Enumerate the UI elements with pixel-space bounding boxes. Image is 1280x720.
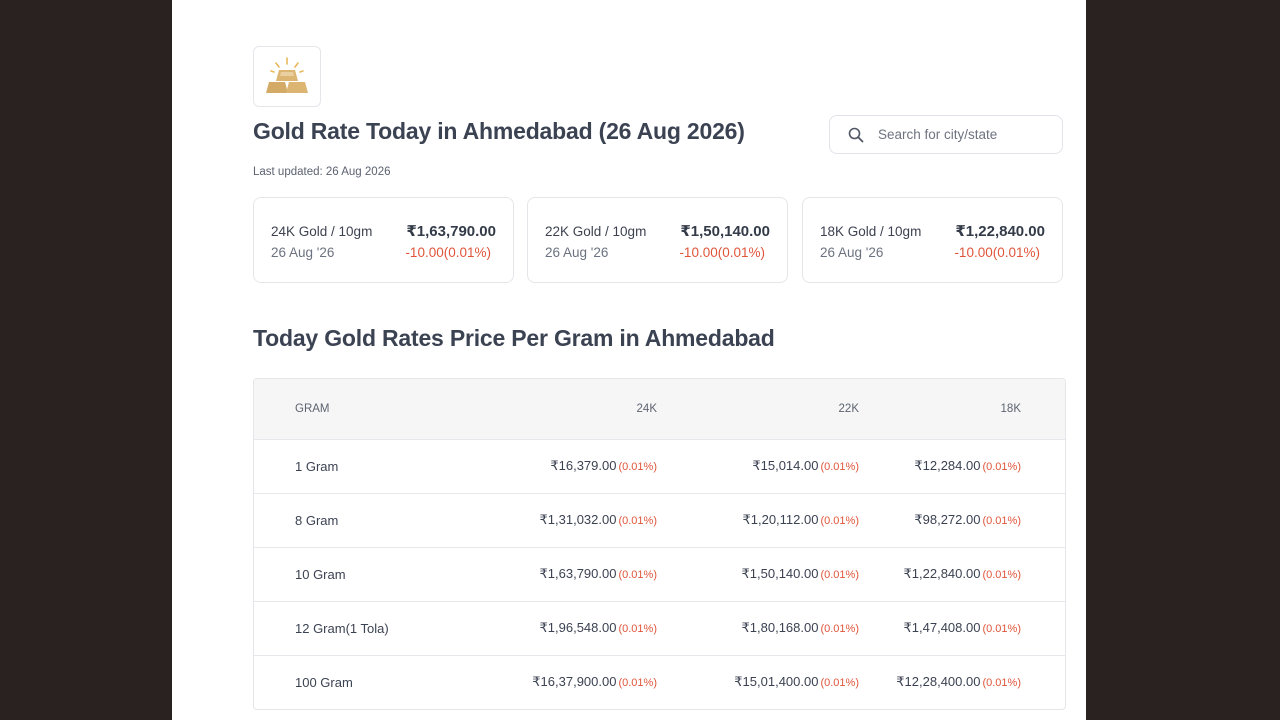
- rate-card-24k[interactable]: 24K Gold / 10gm 26 Aug '26 ₹1,63,790.00 …: [253, 197, 514, 283]
- price-24k-cell: ₹16,37,900.00 (0.01%): [494, 654, 657, 709]
- table-row: 10 Gram ₹1,63,790.00 (0.01%) ₹1,50,140.00…: [254, 546, 1065, 601]
- price-22k-cell: ₹1,50,140.00 (0.01%): [657, 546, 859, 601]
- last-updated-text: Last updated: 26 Aug 2026: [253, 166, 391, 178]
- price-22k-cell: ₹15,014.00 (0.01%): [657, 438, 859, 493]
- price-18k-cell: ₹12,28,400.00 (0.01%): [859, 654, 1021, 709]
- rate-card-18k[interactable]: 18K Gold / 10gm 26 Aug '26 ₹1,22,840.00 …: [802, 197, 1063, 283]
- price-22k-cell: ₹1,80,168.00 (0.01%): [657, 600, 859, 655]
- page: Gold Rate Today in Ahmedabad (26 Aug 202…: [172, 0, 1086, 720]
- price-24k-cell: ₹1,63,790.00 (0.01%): [494, 546, 657, 601]
- gram-cell: 10 Gram: [254, 546, 494, 601]
- header-gram: GRAM: [295, 402, 330, 415]
- card-label: 22K Gold / 10gm: [545, 224, 647, 239]
- table-row: 1 Gram ₹16,379.00 (0.01%) ₹15,014.00 (0.01…: [254, 438, 1065, 493]
- rate-card-22k[interactable]: 22K Gold / 10gm 26 Aug '26 ₹1,50,140.00 …: [527, 197, 788, 283]
- gram-cell: 8 Gram: [254, 492, 494, 547]
- table-header-row: GRAM 24K 22K 18K: [254, 379, 1065, 439]
- gram-cell: 100 Gram: [254, 654, 494, 709]
- card-date: 26 Aug '26: [545, 245, 609, 260]
- price-18k-cell: ₹1,22,840.00 (0.01%): [859, 546, 1021, 601]
- page-title: Gold Rate Today in Ahmedabad (26 Aug 202…: [253, 118, 745, 144]
- card-label: 24K Gold / 10gm: [271, 224, 373, 239]
- table-row: 100 Gram ₹16,37,900.00 (0.01%) ₹15,01,400…: [254, 654, 1065, 709]
- gold-logo: [253, 46, 321, 107]
- price-18k-cell: ₹98,272.00 (0.01%): [859, 492, 1021, 547]
- card-date: 26 Aug '26: [820, 245, 884, 260]
- rate-cards: 24K Gold / 10gm 26 Aug '26 ₹1,63,790.00 …: [253, 197, 1064, 284]
- price-24k-cell: ₹1,96,548.00 (0.01%): [494, 600, 657, 655]
- price-22k-cell: ₹1,20,112.00 (0.01%): [657, 492, 859, 547]
- card-price: ₹1,50,140.00: [680, 223, 770, 240]
- card-change: -10.00(0.01%): [679, 245, 765, 260]
- search-icon: [848, 127, 864, 142]
- price-18k-cell: ₹12,284.00 (0.01%): [859, 438, 1021, 493]
- table-row: 12 Gram(1 Tola) ₹1,96,548.00 (0.01%) ₹1,8…: [254, 600, 1065, 655]
- header-18k: 18K: [1000, 402, 1021, 415]
- card-label: 18K Gold / 10gm: [820, 224, 922, 239]
- gold-bars-icon: [266, 56, 308, 93]
- price-24k-cell: ₹1,31,032.00 (0.01%): [494, 492, 657, 547]
- rates-table: GRAM 24K 22K 18K 1 Gram ₹16,379.00 (0.01%…: [253, 378, 1066, 710]
- card-price: ₹1,63,790.00: [406, 223, 496, 240]
- table-row: 8 Gram ₹1,31,032.00 (0.01%) ₹1,20,112.00(…: [254, 492, 1065, 547]
- search-box[interactable]: [829, 115, 1063, 154]
- price-24k-cell: ₹16,379.00 (0.01%): [494, 438, 657, 493]
- section-title: Today Gold Rates Price Per Gram in Ahmed…: [253, 325, 775, 351]
- gram-cell: 12 Gram(1 Tola): [254, 600, 494, 655]
- search-input[interactable]: [876, 126, 1060, 143]
- card-change: -10.00(0.01%): [405, 245, 491, 260]
- price-18k-cell: ₹1,47,408.00 (0.01%): [859, 600, 1021, 655]
- card-price: ₹1,22,840.00: [955, 223, 1045, 240]
- header-24k: 24K: [636, 402, 657, 415]
- header-22k: 22K: [838, 402, 859, 415]
- gram-cell: 1 Gram: [254, 438, 494, 493]
- card-date: 26 Aug '26: [271, 245, 335, 260]
- card-change: -10.00(0.01%): [954, 245, 1040, 260]
- price-22k-cell: ₹15,01,400.00 (0.01%): [657, 654, 859, 709]
